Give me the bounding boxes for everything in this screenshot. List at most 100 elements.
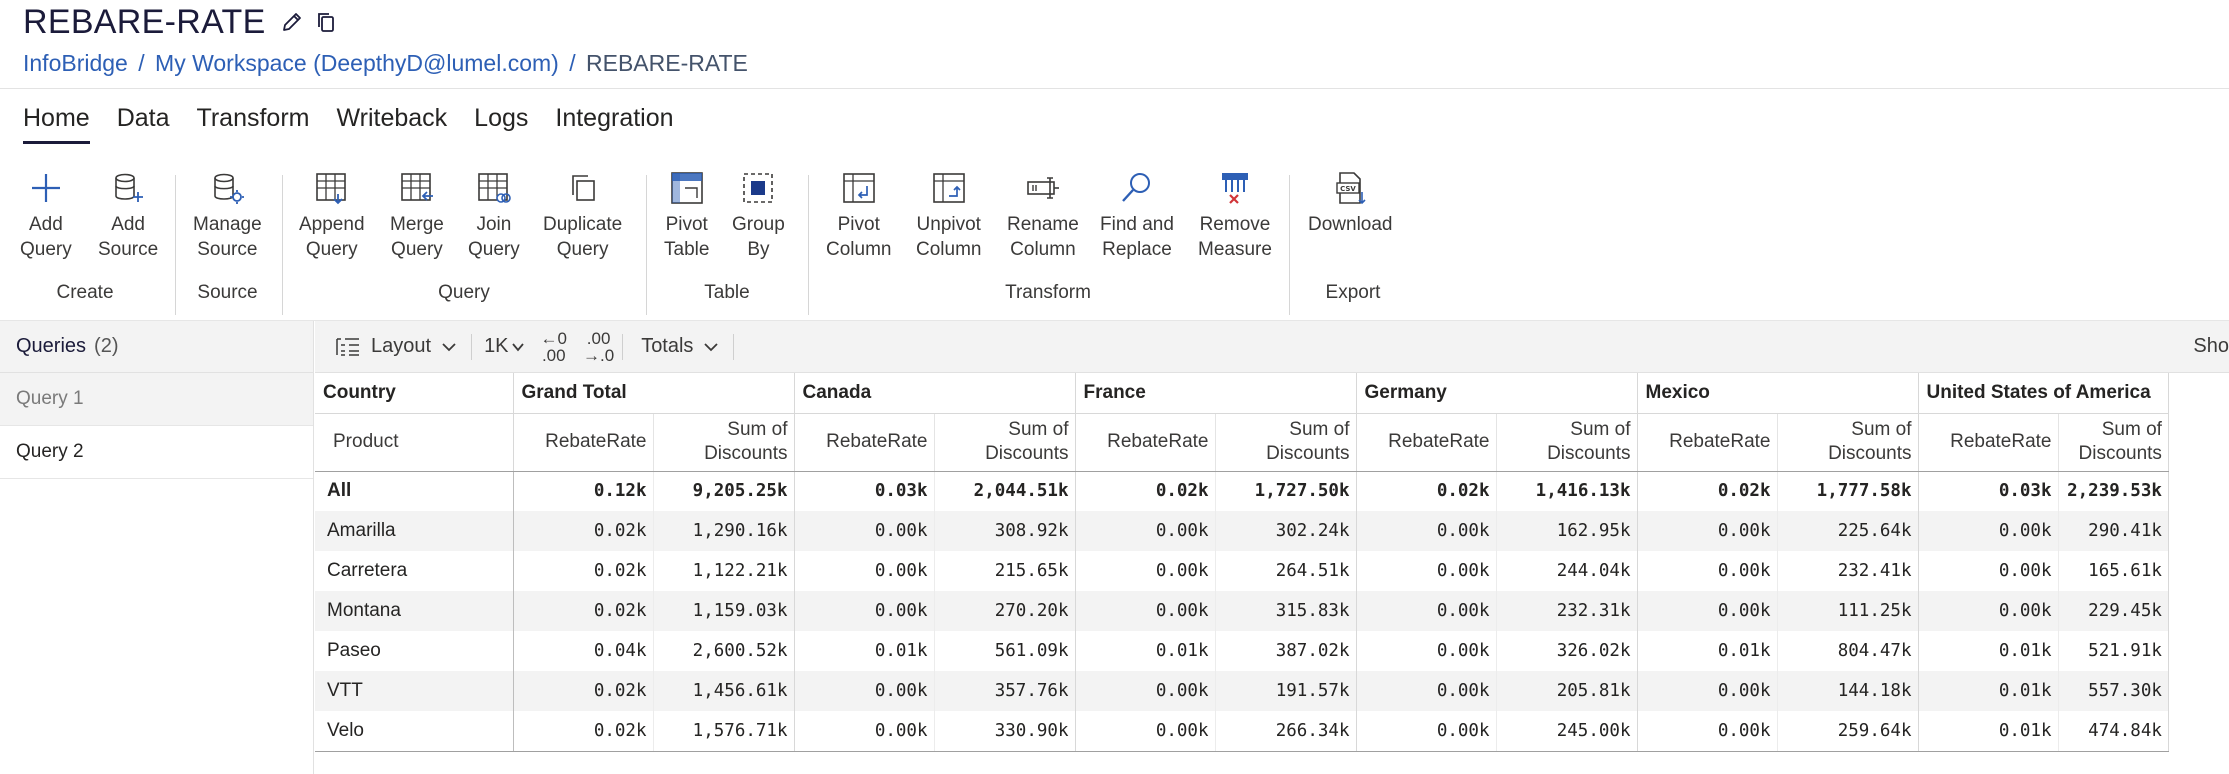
table-cell[interactable]: 1,122.21k xyxy=(653,551,795,591)
group-by-button[interactable]: Group By xyxy=(732,170,785,262)
table-cell[interactable]: 0.00k xyxy=(1356,711,1497,752)
table-cell[interactable]: 290.41k xyxy=(2058,511,2169,551)
measure-header[interactable]: RebateRate xyxy=(513,413,654,472)
column-group-header[interactable]: United States of America xyxy=(1918,373,2169,414)
table-cell[interactable]: 0.03k xyxy=(1918,471,2059,511)
table-cell[interactable]: 0.02k xyxy=(513,511,654,551)
table-cell[interactable]: 302.24k xyxy=(1215,511,1357,551)
row-limit-dropdown[interactable]: 1K xyxy=(472,321,532,372)
table-cell[interactable]: 9,205.25k xyxy=(653,471,795,511)
table-cell[interactable]: 0.00k xyxy=(794,511,935,551)
remove-measure-button[interactable]: Remove Measure xyxy=(1198,170,1272,262)
table-cell[interactable]: 0.00k xyxy=(1637,511,1778,551)
table-cell[interactable]: 0.00k xyxy=(1918,551,2059,591)
table-cell[interactable]: 215.65k xyxy=(934,551,1076,591)
measure-header[interactable]: RebateRate xyxy=(1356,413,1497,472)
totals-dropdown[interactable]: Totals xyxy=(623,321,733,372)
row-header-product[interactable]: VTT xyxy=(315,671,514,711)
table-cell[interactable]: 165.61k xyxy=(2058,551,2169,591)
table-cell[interactable]: 191.57k xyxy=(1215,671,1357,711)
column-group-header[interactable]: Grand Total xyxy=(513,373,795,414)
duplicate-query-button[interactable]: Duplicate Query xyxy=(543,170,622,262)
row-header-product[interactable]: Velo xyxy=(315,711,514,752)
table-cell[interactable]: 0.01k xyxy=(1075,631,1216,671)
append-query-button[interactable]: Append Query xyxy=(299,170,365,262)
table-cell[interactable]: 229.45k xyxy=(2058,591,2169,631)
measure-header[interactable]: Sum of Discounts xyxy=(2058,413,2169,472)
table-cell[interactable]: 0.00k xyxy=(1918,591,2059,631)
join-query-button[interactable]: Join Query xyxy=(468,170,520,262)
table-cell[interactable]: 144.18k xyxy=(1777,671,1919,711)
table-cell[interactable]: 0.00k xyxy=(1356,511,1497,551)
table-cell[interactable]: 308.92k xyxy=(934,511,1076,551)
measure-header[interactable]: RebateRate xyxy=(1918,413,2059,472)
corner-header-product[interactable]: Product xyxy=(315,413,514,472)
table-cell[interactable]: 0.01k xyxy=(1918,631,2059,671)
table-cell[interactable]: 330.90k xyxy=(934,711,1076,752)
table-cell[interactable]: 259.64k xyxy=(1777,711,1919,752)
tab-data[interactable]: Data xyxy=(116,104,170,132)
table-cell[interactable]: 357.76k xyxy=(934,671,1076,711)
table-cell[interactable]: 0.02k xyxy=(513,671,654,711)
table-cell[interactable]: 245.00k xyxy=(1496,711,1638,752)
table-cell[interactable]: 232.41k xyxy=(1777,551,1919,591)
row-header-product[interactable]: Montana xyxy=(315,591,514,631)
table-cell[interactable]: 0.00k xyxy=(794,711,935,752)
table-cell[interactable]: 205.81k xyxy=(1496,671,1638,711)
table-cell[interactable]: 0.02k xyxy=(1637,471,1778,511)
table-cell[interactable]: 387.02k xyxy=(1215,631,1357,671)
table-cell[interactable]: 0.00k xyxy=(1637,671,1778,711)
pivot-table-button[interactable]: Pivot Table xyxy=(664,170,709,262)
row-header-product[interactable]: Paseo xyxy=(315,631,514,671)
download-button[interactable]: CSV Download xyxy=(1308,170,1393,237)
table-cell[interactable]: 326.02k xyxy=(1496,631,1638,671)
table-cell[interactable]: 264.51k xyxy=(1215,551,1357,591)
table-cell[interactable]: 0.00k xyxy=(1356,591,1497,631)
table-cell[interactable]: 1,290.16k xyxy=(653,511,795,551)
rename-column-button[interactable]: Rename Column xyxy=(1007,170,1079,262)
table-cell[interactable]: 0.03k xyxy=(794,471,935,511)
table-cell[interactable]: 0.00k xyxy=(1075,551,1216,591)
manage-source-button[interactable]: Manage Source xyxy=(193,170,262,262)
column-group-header[interactable]: Mexico xyxy=(1637,373,1919,414)
measure-header[interactable]: RebateRate xyxy=(794,413,935,472)
measure-header[interactable]: Sum of Discounts xyxy=(1215,413,1357,472)
table-cell[interactable]: 1,727.50k xyxy=(1215,471,1357,511)
edit-pencil-icon[interactable] xyxy=(278,8,306,36)
table-cell[interactable]: 1,159.03k xyxy=(653,591,795,631)
table-cell[interactable]: 0.02k xyxy=(513,551,654,591)
column-group-header[interactable]: Canada xyxy=(794,373,1076,414)
table-cell[interactable]: 0.02k xyxy=(513,711,654,752)
table-cell[interactable]: 0.00k xyxy=(1075,711,1216,752)
measure-header[interactable]: RebateRate xyxy=(1637,413,1778,472)
table-cell[interactable]: 270.20k xyxy=(934,591,1076,631)
table-cell[interactable]: 0.00k xyxy=(1075,591,1216,631)
copy-icon[interactable] xyxy=(312,8,340,36)
table-cell[interactable]: 1,416.13k xyxy=(1496,471,1638,511)
table-cell[interactable]: 2,600.52k xyxy=(653,631,795,671)
column-group-header[interactable]: France xyxy=(1075,373,1357,414)
table-cell[interactable]: 0.02k xyxy=(1356,471,1497,511)
table-cell[interactable]: 0.01k xyxy=(1637,631,1778,671)
table-cell[interactable]: 0.00k xyxy=(1637,711,1778,752)
query-list-item[interactable]: Query 1 xyxy=(0,373,313,426)
table-cell[interactable]: 0.00k xyxy=(1075,671,1216,711)
corner-header-country[interactable]: Country xyxy=(315,373,514,414)
show-menu-label[interactable]: Sho xyxy=(2193,335,2229,357)
find-replace-button[interactable]: Find and Replace xyxy=(1100,170,1174,262)
table-cell[interactable]: 561.09k xyxy=(934,631,1076,671)
table-cell[interactable]: 521.91k xyxy=(2058,631,2169,671)
layout-dropdown[interactable]: Layout xyxy=(315,321,471,372)
table-cell[interactable]: 0.00k xyxy=(1075,511,1216,551)
table-cell[interactable]: 266.34k xyxy=(1215,711,1357,752)
tab-logs[interactable]: Logs xyxy=(474,104,529,132)
table-cell[interactable]: 1,576.71k xyxy=(653,711,795,752)
table-cell[interactable]: 0.02k xyxy=(513,591,654,631)
measure-header[interactable]: RebateRate xyxy=(1075,413,1216,472)
table-cell[interactable]: 1,456.61k xyxy=(653,671,795,711)
tab-integration[interactable]: Integration xyxy=(555,104,674,132)
measure-header[interactable]: Sum of Discounts xyxy=(934,413,1076,472)
table-cell[interactable]: 0.00k xyxy=(794,551,935,591)
breadcrumb-root-link[interactable]: InfoBridge xyxy=(23,50,128,76)
table-cell[interactable]: 0.00k xyxy=(1356,631,1497,671)
